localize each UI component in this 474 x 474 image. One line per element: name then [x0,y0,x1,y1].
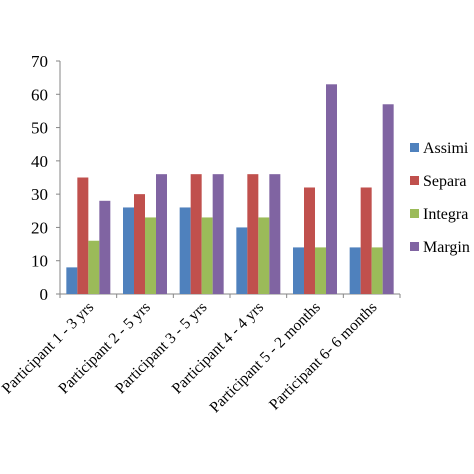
bar [212,174,224,294]
legend: Assimi Separa Integra Margin [410,140,470,256]
y-tick-label: 20 [31,218,48,237]
bar [190,174,202,294]
plot-area: 0 10 20 30 40 50 60 70 Participant 1 - 3 yrs Part… [0,52,401,416]
bar [88,240,100,294]
x-category-label: Participant 6- 6 months [266,299,381,414]
bar [258,217,270,294]
legend-swatch [410,242,419,251]
bar [269,174,281,294]
bar [326,84,337,294]
bar [371,247,383,294]
y-tick-label: 30 [31,185,48,204]
y-tick-label: 60 [31,85,48,104]
y-tick-label: 70 [31,52,48,71]
legend-swatch [410,143,419,152]
legend-label: Separa [423,173,467,190]
bar [77,177,89,294]
bar [382,104,394,295]
bar [99,200,111,294]
bar [315,247,326,294]
legend-label: Assimi [423,140,469,157]
y-tick-label: 40 [31,152,48,171]
x-category-label: Participant 5 - 2 months [206,299,323,416]
bar [66,267,78,294]
bar [123,207,134,294]
bar [134,194,145,294]
bar [236,227,248,294]
bar [293,247,304,294]
legend-label: Margin [423,239,470,256]
legend-swatch [410,176,419,185]
legend-label: Integra [423,206,468,223]
legend-swatch [410,209,419,218]
bar [349,247,361,294]
bar [156,174,167,294]
bar [360,187,372,294]
y-tick-label: 50 [31,119,48,138]
bar [201,217,213,294]
y-tick-label: 10 [31,252,48,271]
bar [145,217,156,294]
bar [304,187,315,294]
x-category-label: Participant 1 - 3 yrs [0,299,97,397]
y-tick-label: 0 [40,285,49,304]
bar [179,207,191,294]
bar [247,174,259,294]
